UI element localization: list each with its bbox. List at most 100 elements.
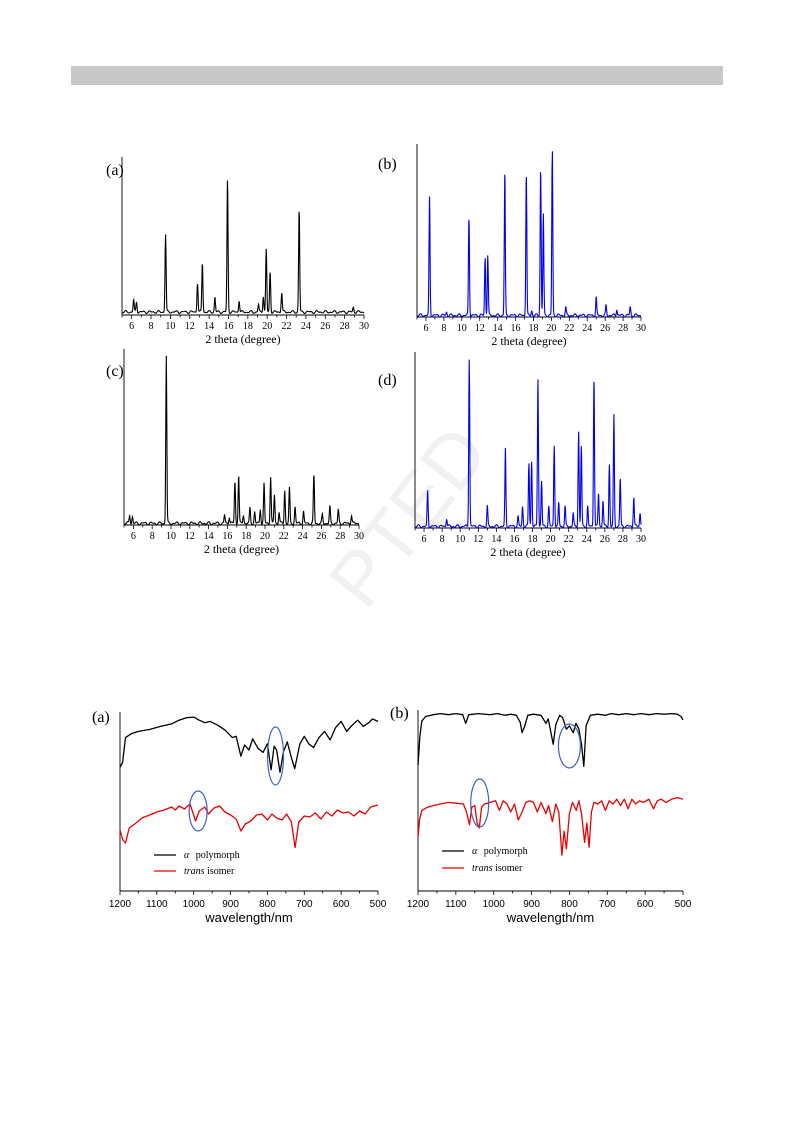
- x-tick-label: 1200: [109, 899, 132, 910]
- xrd-chart-b: (b) 6 8 10 12 14 16 18 20 22 24 26 28 30 2 theta (degr…: [378, 144, 646, 348]
- panel-label: (c): [106, 363, 124, 380]
- x-tick-label: 600: [333, 899, 350, 910]
- legend-label: trans isomer: [184, 866, 235, 877]
- x-tick-label: 22: [279, 531, 289, 542]
- x-tick-label: 28: [618, 323, 628, 334]
- x-tick-label: 16: [511, 323, 521, 334]
- panel-label: (b): [390, 705, 409, 722]
- x-tick-label: 1000: [183, 899, 206, 910]
- x-tick-label: 18: [241, 531, 251, 542]
- legend-label: α polymorph: [472, 846, 528, 857]
- panel-label: (b): [378, 156, 397, 173]
- x-tick-label: 18: [528, 534, 538, 545]
- x-tick-label: 12: [185, 321, 195, 332]
- x-tick-label: 20: [260, 531, 270, 542]
- header-bar: [71, 66, 723, 85]
- x-tick-label: 1200: [407, 899, 430, 910]
- x-axis-label: wavelength/nm: [204, 910, 292, 925]
- ir-series-line: [417, 796, 684, 856]
- x-tick-label: 30: [636, 534, 646, 545]
- x-axis-label: 2 theta (degree): [204, 542, 279, 556]
- ir-series-line: [417, 712, 684, 768]
- x-tick-label: 10: [455, 534, 465, 545]
- x-tick-label: 10: [166, 531, 176, 542]
- x-tick-label: 14: [204, 531, 214, 542]
- highlight-ellipse: [557, 723, 582, 769]
- panel-label: (a): [92, 709, 110, 726]
- x-tick-label: 22: [564, 534, 574, 545]
- x-tick-label: 700: [296, 899, 313, 910]
- xrd-trace: [123, 355, 360, 526]
- x-tick-label: 1100: [146, 899, 168, 910]
- ir-series-line: [119, 803, 379, 849]
- x-tick-label: 20: [262, 321, 272, 332]
- x-tick-label: 700: [599, 899, 616, 910]
- highlight-ellipse: [470, 778, 490, 828]
- x-tick-label: 28: [335, 531, 345, 542]
- x-axis-label: 2 theta (degree): [205, 332, 280, 346]
- x-tick-label: 22: [282, 321, 292, 332]
- xrd-trace: [121, 180, 365, 315]
- x-tick-label: 30: [359, 321, 369, 332]
- legend-label: α polymorph: [184, 850, 240, 861]
- x-tick-label: 24: [582, 323, 592, 334]
- xrd-chart-d: (d) 6 8 10 12 14 16 18 20 22 24 26 28 30 2 theta (degr…: [378, 352, 646, 559]
- x-tick-label: 10: [165, 321, 175, 332]
- x-tick-label: 26: [320, 321, 330, 332]
- x-tick-label: 12: [185, 531, 195, 542]
- x-tick-label: 6: [129, 321, 134, 332]
- x-tick-label: 12: [473, 534, 483, 545]
- x-tick-label: 12: [475, 323, 485, 334]
- x-tick-label: 28: [618, 534, 628, 545]
- highlight-ellipse: [188, 790, 208, 832]
- x-tick-label: 800: [561, 899, 578, 910]
- panel-label: (d): [378, 372, 397, 389]
- x-tick-label: 24: [301, 321, 311, 332]
- x-axis-label: wavelength/nm: [506, 910, 594, 925]
- x-tick-label: 24: [298, 531, 308, 542]
- x-tick-label: 8: [441, 323, 446, 334]
- x-tick-label: 500: [675, 899, 692, 910]
- xrd-trace: [414, 359, 642, 529]
- x-tick-label: 20: [546, 534, 556, 545]
- xrd-chart-a: (a) 6 8 10 12 14 16 18 20 22 24 26 28 30 2 theta (degr…: [106, 157, 369, 346]
- x-tick-label: 22: [564, 323, 574, 334]
- ir-series-line: [119, 716, 379, 773]
- x-tick-label: 900: [523, 899, 540, 910]
- x-tick-label: 8: [440, 534, 445, 545]
- x-axis-label: 2 theta (degree): [490, 545, 565, 559]
- ir-chart-b: (b) 1200 1100 1000 900 800 700 600 500 wavelength…: [390, 705, 692, 925]
- x-tick-label: 26: [600, 534, 610, 545]
- x-tick-label: 500: [370, 899, 387, 910]
- xrd-trace: [416, 151, 642, 318]
- x-tick-label: 600: [637, 899, 654, 910]
- x-tick-label: 1000: [483, 899, 506, 910]
- x-tick-label: 14: [204, 321, 214, 332]
- x-tick-label: 28: [340, 321, 350, 332]
- x-tick-label: 1100: [445, 899, 467, 910]
- x-tick-label: 6: [422, 534, 427, 545]
- x-tick-label: 8: [150, 531, 155, 542]
- x-tick-label: 30: [354, 531, 364, 542]
- x-tick-label: 30: [636, 323, 646, 334]
- panel-label: (a): [106, 162, 124, 179]
- x-tick-label: 8: [149, 321, 154, 332]
- x-tick-label: 14: [491, 534, 501, 545]
- x-tick-label: 20: [546, 323, 556, 334]
- x-tick-label: 6: [423, 323, 428, 334]
- xrd-chart-c: (c) 6 8 10 12 14 16 18 20 22 24 26 28 30 2 theta (degr…: [106, 349, 364, 556]
- x-tick-label: 24: [582, 534, 592, 545]
- x-tick-label: 900: [222, 899, 239, 910]
- x-tick-label: 18: [243, 321, 253, 332]
- x-tick-label: 800: [259, 899, 276, 910]
- highlight-ellipse: [266, 726, 285, 786]
- x-tick-label: 26: [600, 323, 610, 334]
- ir-chart-a: (a) 1200 1100 1000 900 800 700 600 500 wavelength…: [92, 709, 387, 925]
- x-tick-label: 6: [131, 531, 136, 542]
- x-tick-label: 26: [316, 531, 326, 542]
- x-tick-label: 16: [509, 534, 519, 545]
- x-axis-label: 2 theta (degree): [491, 334, 566, 348]
- x-tick-label: 16: [223, 321, 233, 332]
- x-tick-label: 10: [457, 323, 467, 334]
- legend-label: trans isomer: [472, 863, 523, 874]
